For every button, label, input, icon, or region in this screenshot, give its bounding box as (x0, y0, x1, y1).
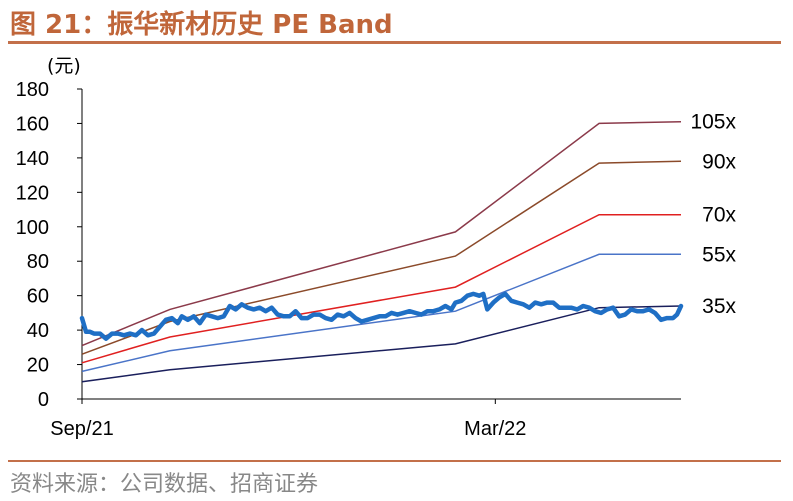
band-line-105x (81, 120, 682, 347)
band-label-55x: 55x (702, 243, 736, 266)
y-tick-label: 60 (27, 286, 49, 308)
pe-bands (81, 120, 682, 383)
band-line-70x (81, 213, 681, 364)
figure-title: 图 21：振华新材历史 PE Band (10, 10, 393, 40)
band-label-35x: 35x (702, 295, 736, 318)
axes: 0 20 40 60 80 100 120 140 160 180 Sep/21 Mar/22 (16, 79, 681, 440)
y-tick-label: 160 (16, 113, 49, 135)
band-label-70x: 70x (702, 204, 736, 227)
source-note: 资料来源：公司数据、招商证券 (10, 472, 319, 497)
band-label-105x: 105x (690, 111, 736, 134)
y-tick-label: 20 (27, 355, 49, 377)
footer-rule (8, 460, 781, 462)
band-line-35x (81, 305, 682, 383)
price-line (79, 291, 684, 341)
y-tick-label: 180 (16, 79, 49, 101)
y-tick-label: 0 (38, 389, 49, 411)
y-tick-label: 100 (16, 217, 49, 239)
band-labels: 105x 90x 70x 55x 35x (690, 111, 736, 318)
y-tick-label: 120 (16, 182, 49, 204)
y-unit-label: (元) (47, 55, 81, 77)
band-label-90x: 90x (702, 150, 736, 173)
title-rule (8, 41, 781, 44)
y-tick-label: 140 (16, 148, 49, 170)
band-line-55x (81, 253, 681, 373)
y-tick-label: 80 (27, 251, 49, 273)
x-tick-label: Mar/22 (464, 418, 526, 440)
x-tick-label: Sep/21 (50, 418, 113, 440)
share-price-series (79, 291, 684, 341)
y-tick-label: 40 (27, 320, 49, 342)
